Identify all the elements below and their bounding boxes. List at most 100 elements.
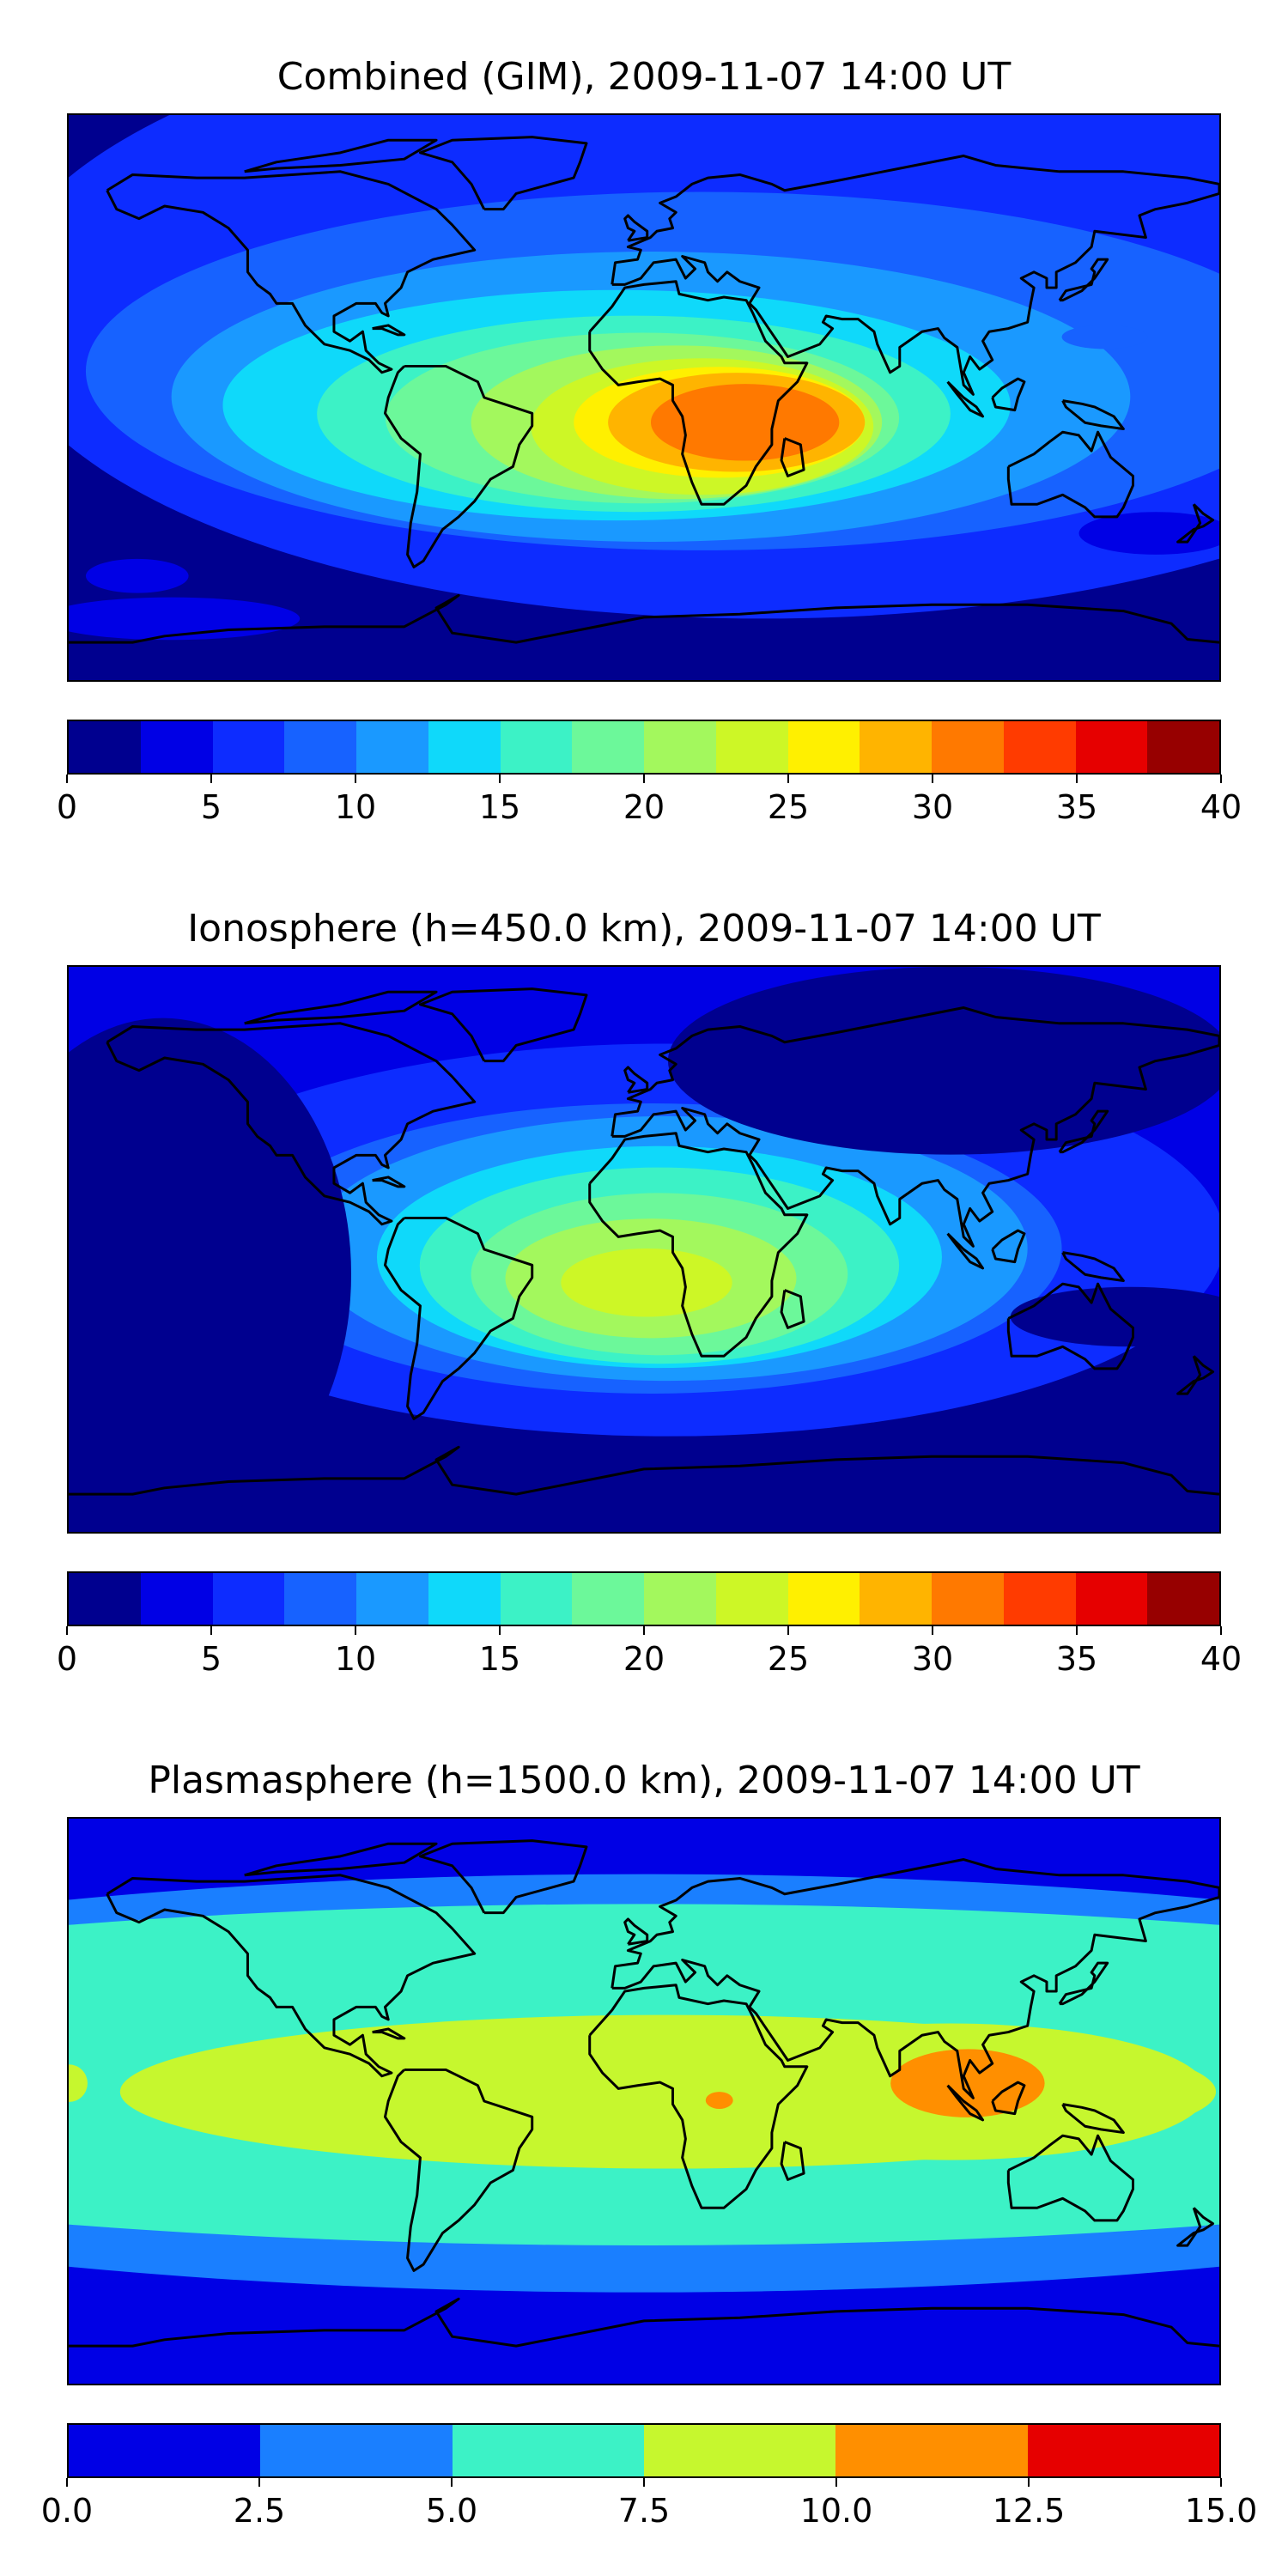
colorbar-tick <box>787 775 789 783</box>
coastline <box>946 2084 985 2122</box>
colorbar-tick-label: 10.0 <box>799 2492 873 2530</box>
coastline <box>69 593 1219 644</box>
coastline <box>1176 2207 1215 2247</box>
colorbar-tick-label: 25 <box>767 788 810 826</box>
colorbar-segment <box>428 721 501 773</box>
colorbar-segment <box>284 1573 356 1625</box>
colorbar-segment <box>860 1573 932 1625</box>
colorbar-tick-label: 5 <box>200 1640 222 1678</box>
coastline <box>780 2141 805 2181</box>
colorbar-tick-label: 20 <box>623 788 665 826</box>
colorbar-tick-label: 20 <box>623 1640 665 1678</box>
colorbar <box>67 720 1221 775</box>
tec-map <box>67 965 1221 1534</box>
coastline <box>1006 430 1134 519</box>
contour-region <box>69 1018 351 1530</box>
coastline <box>384 2068 534 2272</box>
coastline <box>418 1839 588 1915</box>
contour-region <box>668 967 1219 1155</box>
colorbar-tick <box>932 775 933 783</box>
colorbar-segment <box>572 1573 644 1625</box>
colorbar-segment <box>1003 721 1076 773</box>
contour-region <box>650 384 840 461</box>
coastline <box>1058 1961 1109 2006</box>
colorbar-segment <box>715 1573 788 1625</box>
coastline <box>991 377 1026 412</box>
colorbar-segment <box>572 721 644 773</box>
colorbar-segment <box>643 2425 836 2476</box>
tec-map <box>67 1817 1221 2385</box>
colorbar-segment <box>452 2425 644 2476</box>
coastline <box>69 1445 1219 1496</box>
coastline <box>1006 1282 1134 1370</box>
colorbar-tick-label: 7.5 <box>617 2492 671 2530</box>
coastline <box>1006 2134 1134 2222</box>
coastline <box>611 1858 1219 2099</box>
colorbar-segment <box>212 1573 285 1625</box>
colorbar-tick <box>355 775 356 783</box>
coastline <box>1061 1251 1125 1283</box>
coastline <box>588 280 809 506</box>
colorbar-tick-label: 0.0 <box>40 2492 94 2530</box>
colorbar-segment <box>284 721 356 773</box>
colorbar-tick-label: 15 <box>478 788 521 826</box>
colorbar-tick-label: 2.5 <box>233 2492 286 2530</box>
coastline <box>384 1216 534 1420</box>
coastline <box>372 1176 406 1188</box>
colorbar-tick-label: 0 <box>56 788 78 826</box>
coastline <box>106 170 477 374</box>
colorbar-segment <box>500 1573 573 1625</box>
colorbar-tick-label: 10 <box>334 788 377 826</box>
colorbar-segment <box>1147 1573 1219 1625</box>
colorbar-tick <box>499 1626 501 1635</box>
panel-title: Combined (GIM), 2009-11-07 14:00 UT <box>276 55 1012 99</box>
contour-region <box>1010 1286 1219 1347</box>
contour-map <box>69 967 1219 1532</box>
colorbar-tick <box>643 1626 645 1635</box>
colorbar-segment <box>260 2425 453 2476</box>
coastline <box>1058 1109 1109 1154</box>
colorbar-ticks: 0.0 2.5 5.0 7.5 10.0 12.5 15.0 <box>41 2478 1257 2530</box>
coastline <box>588 1984 809 2209</box>
colorbar-tick-label: 35 <box>1055 1640 1098 1678</box>
colorbar-tick <box>1220 1626 1222 1635</box>
colorbar-segment <box>932 721 1004 773</box>
colorbar-tick-label: 25 <box>767 1640 810 1678</box>
colorbar-tick-label: 12.5 <box>992 2492 1066 2530</box>
contour-region <box>705 2092 733 2109</box>
colorbar-segment <box>1147 721 1219 773</box>
contour-region <box>1061 325 1148 349</box>
colorbar-tick-label: 40 <box>1200 1640 1242 1678</box>
coastline <box>588 1132 809 1358</box>
colorbar-segment <box>860 721 932 773</box>
coastline <box>623 1066 649 1094</box>
colorbar-tick <box>1076 775 1078 783</box>
colorbar-tick <box>643 2478 645 2487</box>
coastline <box>1058 258 1109 302</box>
colorbar-tick <box>1220 775 1222 783</box>
coastline <box>991 2081 1026 2116</box>
coastline <box>1061 2103 1125 2135</box>
contour-region <box>69 2064 88 2102</box>
colorbar-segment <box>787 1573 860 1625</box>
colorbar-tick-label: 0 <box>56 1640 78 1678</box>
colorbar-segment <box>140 1573 213 1625</box>
contour-region <box>1078 512 1219 555</box>
colorbar-tick-label: 10 <box>334 1640 377 1678</box>
colorbar-segment <box>835 2425 1028 2476</box>
coastline <box>372 324 406 337</box>
contour-region <box>85 558 189 593</box>
colorbar-tick <box>355 1626 356 1635</box>
coastline <box>946 1232 985 1270</box>
colorbar-segment <box>1075 1573 1148 1625</box>
colorbar-segment <box>644 1573 716 1625</box>
colorbar-segment <box>69 2425 261 2476</box>
colorbar-tick <box>1028 2478 1030 2487</box>
coastline <box>106 1022 477 1226</box>
coastline <box>946 380 985 418</box>
colorbar-tick <box>210 775 212 783</box>
panel-title: Ionosphere (h=450.0 km), 2009-11-07 14:0… <box>187 907 1101 951</box>
coastline <box>623 1917 649 1946</box>
coastline <box>244 990 438 1025</box>
colorbar-ticks: 0 5 10 15 20 25 30 35 40 <box>57 1626 1242 1678</box>
